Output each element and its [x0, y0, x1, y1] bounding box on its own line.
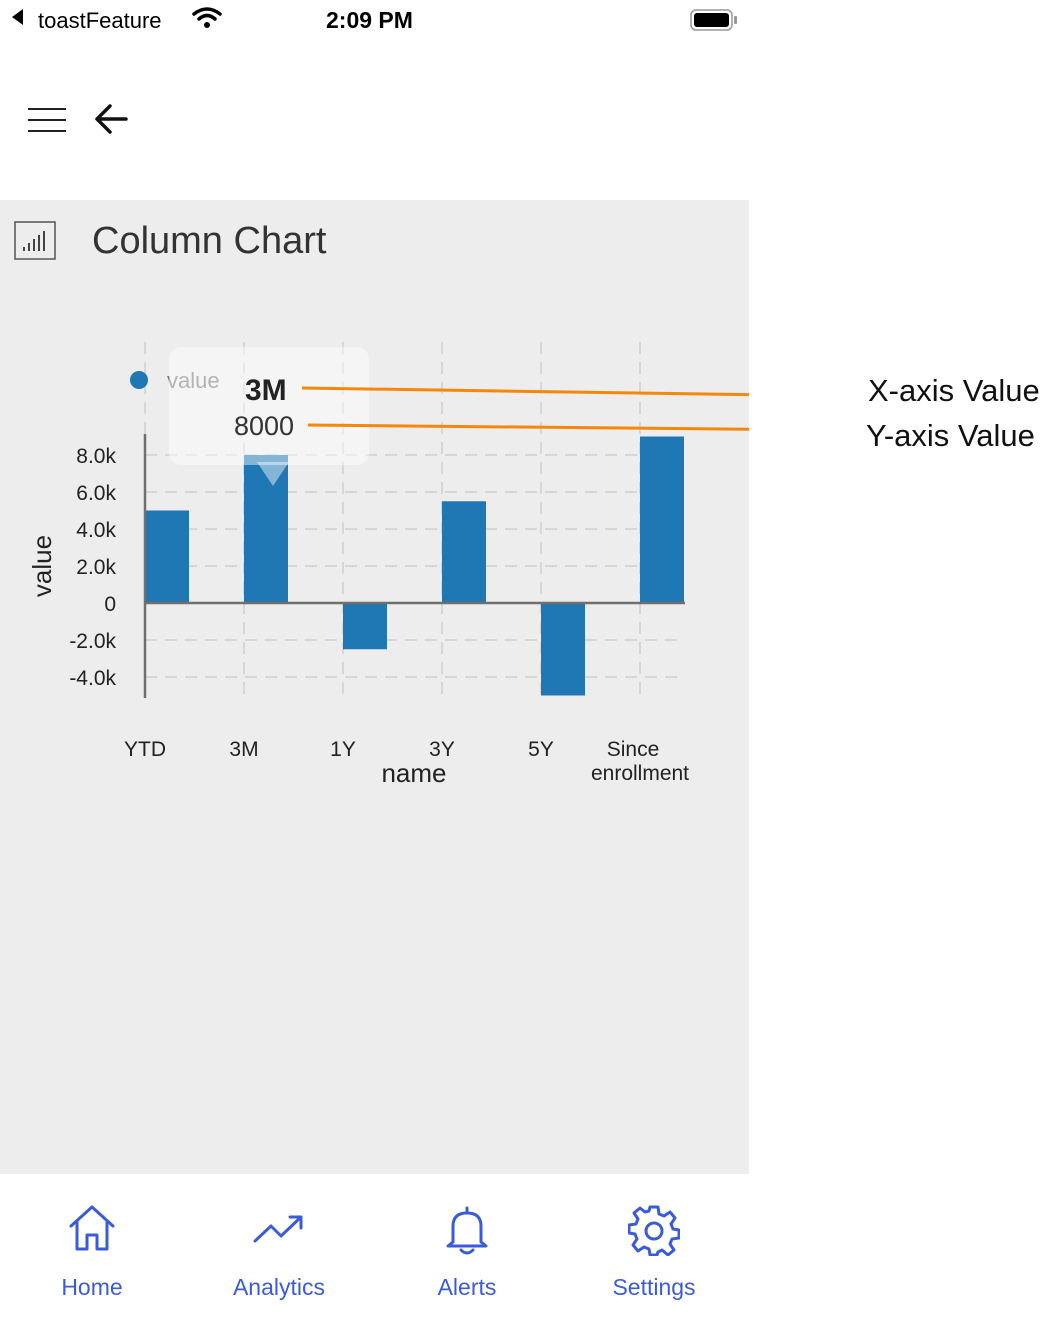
nav-analytics-label: Analytics	[232, 1274, 326, 1300]
legend-label: value	[167, 368, 220, 393]
status-app-name[interactable]: toastFeature	[38, 8, 162, 33]
nav-settings-label: Settings	[612, 1274, 696, 1300]
status-time: 2:09 PM	[326, 7, 413, 33]
analytics-icon	[253, 1215, 303, 1243]
nav-analytics[interactable]: Analytics	[199, 1174, 359, 1324]
annotation-arrows	[301, 386, 749, 431]
y-axis-annotation: Y-axis Value	[866, 418, 1035, 453]
nav-alerts-label: Alerts	[437, 1274, 497, 1300]
battery-icon	[690, 9, 737, 31]
x-tick-label: 5Y	[528, 738, 554, 761]
x-axis-annotation: X-axis Value	[868, 373, 1040, 408]
x-tick-label: Since enrollment	[591, 738, 689, 785]
bar-3m	[244, 455, 288, 603]
bar-3y	[442, 501, 486, 603]
chart-tooltip: 3M 8000	[169, 347, 369, 486]
x-axis-title: name	[381, 758, 446, 788]
chart-axes	[143, 434, 685, 698]
panel-title: Column Chart	[92, 220, 327, 262]
bar-chart-icon	[14, 221, 56, 260]
bell-icon	[446, 1206, 488, 1255]
gear-icon	[628, 1205, 680, 1256]
chart-panel	[0, 200, 749, 1174]
x-tick-label: 3M	[229, 738, 258, 761]
bar-ytd	[145, 510, 189, 603]
x-tick-label: 3Y	[429, 738, 455, 761]
x-axis-annotation-arrow-line	[301, 386, 749, 397]
y-tick-label: 8.0k	[76, 445, 116, 468]
tooltip-pointer	[257, 462, 289, 486]
x-tick-label: 1Y	[330, 738, 356, 761]
bar-since-enrollment	[640, 436, 684, 603]
column-chart: 8.0k 6.0k 4.0k 2.0k 0 -2.0k -4.0k YTD 3M 1Y 3Y 5Y Si…	[27, 342, 749, 788]
tooltip-y-value: 8000	[234, 411, 294, 441]
bar-5y	[541, 603, 585, 696]
y-tick-label: -4.0k	[69, 667, 116, 690]
bar-1y	[343, 603, 387, 650]
tooltip-x-label: 3M	[245, 374, 287, 407]
y-axis-annotation-arrow-line	[307, 423, 749, 431]
legend-marker	[130, 371, 148, 389]
nav-settings[interactable]: Settings	[574, 1174, 734, 1324]
bottom-nav: Home Analytics Alerts Settings	[0, 1174, 749, 1335]
y-tick-label: 4.0k	[76, 519, 116, 542]
status-bar: toastFeature 2:09 PM	[0, 0, 749, 44]
y-tick-label: 0	[104, 593, 116, 616]
nav-alerts[interactable]: Alerts	[387, 1174, 547, 1324]
nav-home[interactable]: Home	[12, 1174, 172, 1324]
chart-legend: value	[130, 368, 220, 393]
nav-home-label: Home	[61, 1274, 123, 1300]
y-tick-label: 6.0k	[76, 482, 116, 505]
home-icon	[69, 1205, 115, 1251]
y-axis-title: value	[27, 535, 57, 597]
y-tick-label: 2.0k	[76, 556, 116, 579]
menu-icon[interactable]	[28, 106, 66, 134]
chart-grid	[144, 342, 685, 698]
tooltip-box	[169, 347, 369, 465]
back-to-app-icon[interactable]	[12, 9, 23, 25]
y-tick-label: -2.0k	[69, 630, 116, 653]
chart-labels: 8.0k 6.0k 4.0k 2.0k 0 -2.0k -4.0k YTD 3M 1Y 3Y 5Y Si…	[27, 445, 689, 788]
back-arrow-icon[interactable]	[92, 100, 130, 138]
wifi-icon	[192, 7, 222, 28]
x-tick-label: YTD	[124, 738, 166, 761]
chart-bars	[145, 436, 684, 696]
